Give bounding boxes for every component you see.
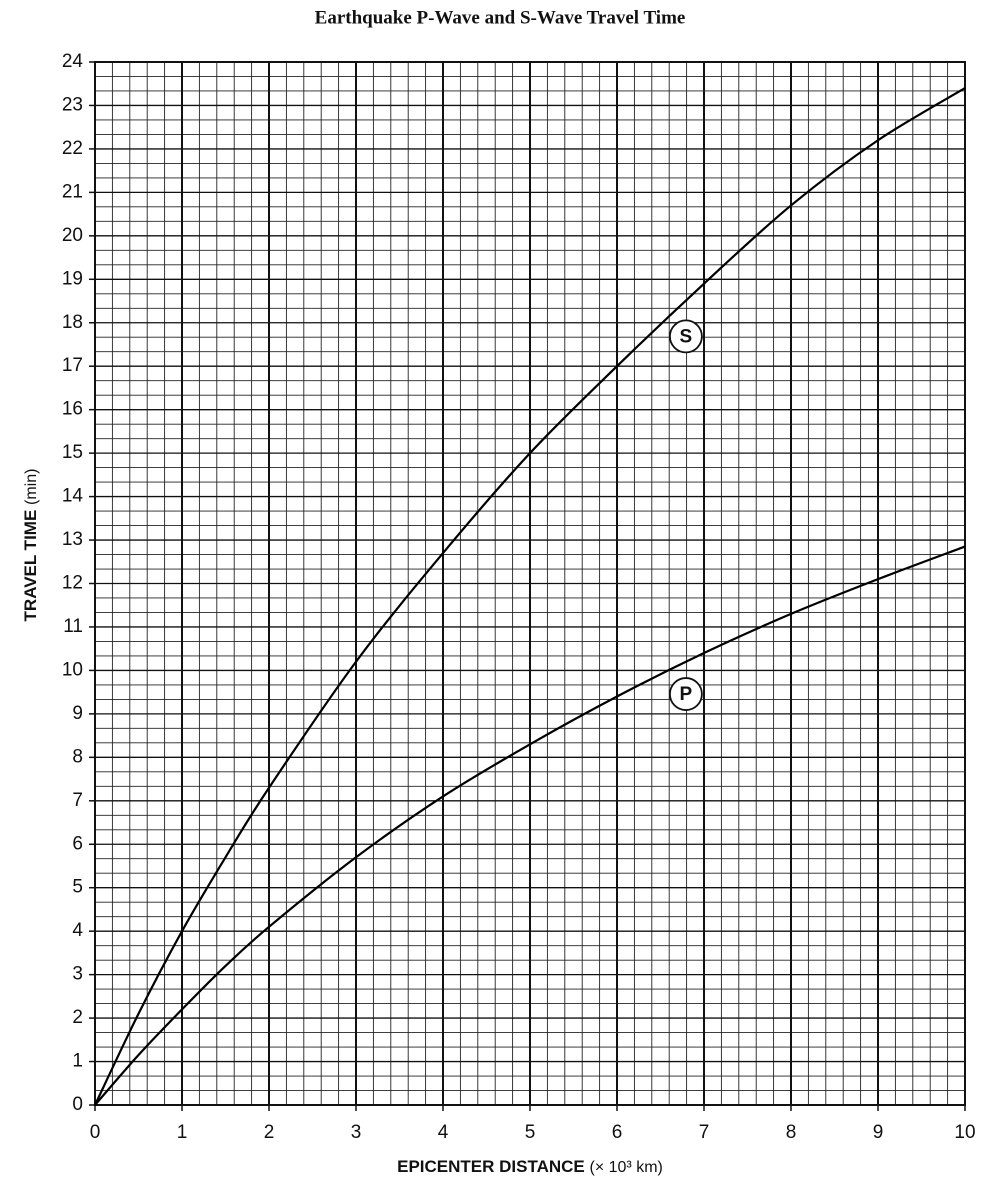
plot-frame bbox=[94, 61, 966, 1106]
x-tick-label: 1 bbox=[177, 1122, 188, 1143]
series-line bbox=[94, 545, 966, 1106]
chart-title: Earthquake P-Wave and S-Wave Travel Time bbox=[315, 7, 686, 28]
y-tick-label: 17 bbox=[62, 355, 83, 376]
x-tick-label: 4 bbox=[438, 1122, 449, 1143]
x-tick-label: 6 bbox=[612, 1122, 623, 1143]
x-tick-label: 9 bbox=[873, 1122, 884, 1143]
y-tick-label: 19 bbox=[62, 268, 83, 289]
curve-label-circle bbox=[669, 319, 703, 354]
y-tick-label: 12 bbox=[62, 573, 83, 594]
x-axis-label-main: EPICENTER DISTANCE bbox=[397, 1157, 585, 1176]
curve-label: S bbox=[680, 326, 693, 347]
y-tick-label: 5 bbox=[72, 877, 83, 898]
x-tick-label: 7 bbox=[699, 1122, 710, 1143]
y-tick-label: 0 bbox=[72, 1094, 83, 1115]
x-tick-label: 8 bbox=[786, 1122, 797, 1143]
y-tick-label: 21 bbox=[62, 181, 83, 202]
y-tick-label: 16 bbox=[62, 399, 83, 420]
x-axis-label: EPICENTER DISTANCE (× 10³ km) bbox=[397, 1157, 663, 1176]
x-axis-unit: (× 10³ km) bbox=[590, 1159, 663, 1176]
y-tick-label: 13 bbox=[62, 529, 83, 550]
y-tick-label: 3 bbox=[72, 964, 83, 985]
y-tick-label: 15 bbox=[62, 442, 83, 463]
y-tick-label: 14 bbox=[62, 486, 84, 507]
y-tick-label: 24 bbox=[62, 51, 84, 72]
y-axis-label-main: TRAVEL TIME bbox=[21, 510, 40, 622]
y-tick-label: 7 bbox=[72, 790, 83, 811]
y-tick-label: 6 bbox=[72, 833, 83, 854]
x-tick-label: 2 bbox=[264, 1122, 275, 1143]
y-tick-label: 4 bbox=[72, 920, 83, 941]
y-axis-label: TRAVEL TIME (min) bbox=[21, 469, 40, 622]
y-tick-label: 11 bbox=[63, 616, 83, 637]
y-tick-label: 9 bbox=[72, 703, 83, 724]
y-tick-label: 10 bbox=[62, 659, 83, 680]
x-tick-label: 10 bbox=[954, 1122, 975, 1143]
x-tick-label: 0 bbox=[90, 1122, 101, 1143]
y-tick-label: 1 bbox=[72, 1051, 83, 1072]
y-tick-label: 20 bbox=[62, 225, 83, 246]
series-line bbox=[94, 87, 966, 1106]
y-tick-label: 8 bbox=[72, 746, 83, 767]
curve-label-circle bbox=[669, 677, 703, 711]
y-tick-label: 18 bbox=[62, 312, 83, 333]
x-tick-label: 5 bbox=[525, 1122, 536, 1143]
y-tick-label: 22 bbox=[62, 138, 83, 159]
x-tick-label: 3 bbox=[351, 1122, 362, 1143]
y-tick-label: 23 bbox=[62, 94, 83, 115]
curve-label: P bbox=[680, 684, 693, 705]
y-axis-unit: (min) bbox=[23, 469, 40, 505]
y-tick-label: 2 bbox=[72, 1007, 83, 1028]
